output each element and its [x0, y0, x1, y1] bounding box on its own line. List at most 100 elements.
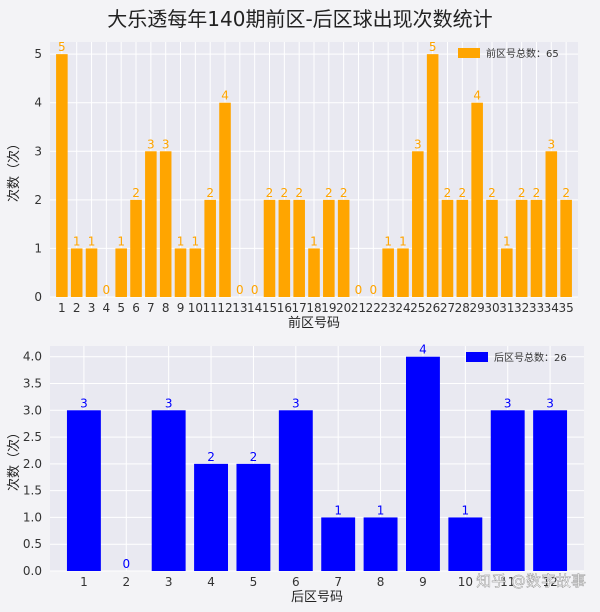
bar	[397, 248, 409, 297]
bar	[363, 517, 398, 571]
y-axis-label: 次数（次）	[6, 137, 22, 202]
y-tick-label: 4.0	[23, 350, 42, 364]
data-label: 2	[444, 186, 452, 200]
x-tick-label: 12	[217, 301, 232, 315]
watermark: 知乎 @数字故事	[476, 572, 586, 590]
legend-swatch	[466, 352, 488, 362]
bar	[530, 199, 543, 297]
x-tick-label: 35	[558, 301, 573, 315]
bar	[219, 102, 231, 297]
data-label: 3	[162, 137, 170, 151]
bar	[66, 410, 101, 571]
back-zone-chart: 0.00.51.01.52.02.53.03.54.03102332425361…	[6, 343, 584, 605]
legend-swatch	[458, 48, 480, 58]
x-tick-label: 9	[177, 301, 185, 315]
x-tick-label: 3	[165, 575, 173, 589]
data-label: 2	[207, 450, 215, 464]
x-tick-label: 1	[80, 575, 88, 589]
bar	[501, 248, 513, 297]
bar	[533, 410, 568, 571]
x-tick-label: 18	[306, 301, 321, 315]
bar	[85, 248, 98, 297]
data-label: 2	[340, 186, 348, 200]
bar	[189, 248, 202, 297]
bar	[471, 102, 483, 297]
data-label: 2	[533, 186, 541, 200]
data-label: 2	[206, 186, 214, 200]
bar	[70, 248, 83, 297]
x-tick-label: 10	[188, 301, 203, 315]
data-label: 1	[192, 234, 200, 248]
bar	[308, 248, 320, 297]
data-label: 0	[236, 283, 244, 297]
bar	[441, 199, 454, 297]
data-label: 2	[562, 186, 570, 200]
x-tick-label: 6	[132, 301, 140, 315]
data-label: 3	[414, 137, 422, 151]
y-tick-label: 3	[34, 144, 42, 158]
x-tick-label: 1	[58, 301, 66, 315]
bar	[406, 356, 440, 571]
data-label: 3	[504, 396, 512, 410]
data-label: 3	[165, 396, 173, 410]
x-tick-label: 22	[366, 301, 381, 315]
data-label: 2	[295, 186, 303, 200]
bar	[278, 410, 313, 571]
bar	[130, 199, 142, 297]
x-tick-label: 24	[395, 301, 410, 315]
bar	[490, 410, 525, 571]
data-label: 1	[73, 234, 81, 248]
x-tick-label: 10	[458, 575, 473, 589]
data-label: 5	[58, 40, 66, 54]
data-label: 1	[399, 234, 407, 248]
data-label: 0	[370, 283, 378, 297]
x-tick-label: 8	[377, 575, 385, 589]
bar	[145, 151, 157, 297]
x-tick-label: 15	[262, 301, 277, 315]
y-tick-label: 1.5	[23, 484, 42, 498]
data-label: 1	[310, 234, 318, 248]
data-label: 3	[547, 137, 555, 151]
bar	[321, 517, 356, 571]
y-tick-label: 1	[34, 241, 42, 255]
x-tick-label: 34	[544, 301, 559, 315]
bar	[115, 248, 127, 297]
x-tick-label: 7	[147, 301, 155, 315]
x-tick-label: 4	[207, 575, 215, 589]
data-label: 1	[384, 234, 392, 248]
x-tick-label: 7	[334, 575, 342, 589]
bar	[382, 248, 394, 297]
x-axis-label: 前区号码	[288, 315, 340, 331]
legend-label: 前区号总数：65	[486, 47, 559, 60]
data-label: 2	[488, 186, 496, 200]
y-tick-label: 3.0	[23, 403, 42, 417]
data-label: 1	[88, 234, 96, 248]
x-tick-label: 2	[73, 301, 81, 315]
bar	[545, 151, 558, 297]
bar	[515, 199, 528, 297]
y-tick-label: 1.0	[23, 510, 42, 524]
data-label: 2	[325, 186, 333, 200]
x-tick-label: 8	[162, 301, 170, 315]
y-tick-label: 2	[34, 193, 42, 207]
data-label: 1	[117, 234, 125, 248]
x-tick-label: 9	[419, 575, 427, 589]
data-label: 3	[147, 137, 155, 151]
data-label: 0	[355, 283, 363, 297]
x-axis-label: 后区号码	[291, 590, 343, 605]
data-label: 2	[266, 186, 274, 200]
bar	[486, 199, 498, 297]
bar	[456, 199, 469, 297]
y-tick-label: 2.5	[23, 430, 42, 444]
bar	[412, 151, 424, 297]
x-tick-label: 13	[232, 301, 247, 315]
bar	[560, 199, 572, 297]
x-tick-label: 3	[88, 301, 96, 315]
bar	[236, 463, 271, 571]
y-tick-label: 0.0	[23, 564, 42, 578]
x-tick-label: 31	[499, 301, 514, 315]
x-tick-label: 19	[321, 301, 336, 315]
data-label: 2	[518, 186, 526, 200]
